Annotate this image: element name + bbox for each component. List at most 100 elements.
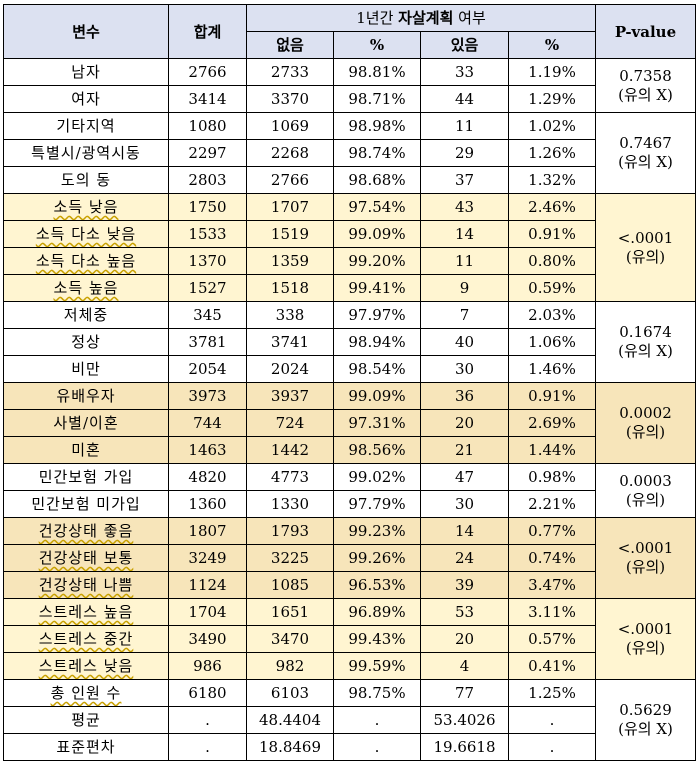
pvalue-cell: 0.1674 (유의 X) xyxy=(595,301,696,383)
pvalue-significance: (유의) xyxy=(625,490,666,509)
cell-no-pct: 99.09% xyxy=(333,382,421,410)
header-yes: 있음 xyxy=(420,31,509,59)
row-label: 스트레스 중간 xyxy=(3,625,169,653)
row-label: 미혼 xyxy=(3,436,169,464)
cell-yes: 30 xyxy=(420,355,509,383)
row-label: 소득 다소 낮음 xyxy=(3,220,169,248)
table-row: 민간보험 미가입 1360 1330 97.79% 30 2.21% xyxy=(3,490,696,518)
cell-no-pct: 97.54% xyxy=(333,193,421,221)
cell-no-pct: 98.94% xyxy=(333,328,421,356)
pvalue-significance: (유의) xyxy=(625,247,666,266)
cell-yes-pct: 1.46% xyxy=(508,355,596,383)
cell-yes: 14 xyxy=(420,220,509,248)
cell-yes-pct: . xyxy=(508,706,596,734)
row-label: 남자 xyxy=(3,58,169,86)
row-label: 도의 동 xyxy=(3,166,169,194)
cell-no: 3741 xyxy=(246,328,334,356)
row-label: 비만 xyxy=(3,355,169,383)
cell-no-pct: 97.79% xyxy=(333,490,421,518)
header-group-prefix: 1년간 xyxy=(356,9,399,27)
cell-total: . xyxy=(168,733,247,761)
cell-no: 3370 xyxy=(246,85,334,113)
cell-no: 1793 xyxy=(246,517,334,545)
cell-yes-pct: 1.06% xyxy=(508,328,596,356)
cell-total: 4820 xyxy=(168,463,247,491)
cell-no-pct: 99.41% xyxy=(333,274,421,302)
table-row: 특별시/광역시동 2297 2268 98.74% 29 1.26% xyxy=(3,139,696,167)
row-label: 표준편차 xyxy=(3,733,169,761)
table-row: 미혼 1463 1442 98.56% 21 1.44% xyxy=(3,436,696,464)
row-label: 소득 높음 xyxy=(3,274,169,302)
cell-no: 1519 xyxy=(246,220,334,248)
cell-yes: 29 xyxy=(420,139,509,167)
cell-total: 1527 xyxy=(168,274,247,302)
cell-total: 744 xyxy=(168,409,247,437)
row-label: 평균 xyxy=(3,706,169,734)
cell-no-pct: 99.02% xyxy=(333,463,421,491)
cell-no: 6103 xyxy=(246,679,334,707)
cell-yes-pct: 0.91% xyxy=(508,382,596,410)
cell-no-pct: 98.68% xyxy=(333,166,421,194)
table-row: 소득 다소 낮음 1533 1519 99.09% 14 0.91% xyxy=(3,220,696,248)
cell-yes: 20 xyxy=(420,625,509,653)
cell-yes-pct: . xyxy=(508,733,596,761)
cell-no: 1707 xyxy=(246,193,334,221)
cell-no: 982 xyxy=(246,652,334,680)
cell-yes: 44 xyxy=(420,85,509,113)
cell-yes: 53 xyxy=(420,598,509,626)
cell-no-pct: 98.81% xyxy=(333,58,421,86)
table-row: 소득 다소 높음 1370 1359 99.20% 11 0.80% xyxy=(3,247,696,275)
row-label: 민간보험 미가입 xyxy=(3,490,169,518)
cell-yes: 21 xyxy=(420,436,509,464)
cell-yes: 43 xyxy=(420,193,509,221)
pvalue-number: <.0001 xyxy=(617,539,674,557)
cell-no: 338 xyxy=(246,301,334,329)
table-row: 사별/이혼 744 724 97.31% 20 2.69% xyxy=(3,409,696,437)
cell-no: 724 xyxy=(246,409,334,437)
pvalue-number: <.0001 xyxy=(617,620,674,638)
cell-yes: 14 xyxy=(420,517,509,545)
cell-yes-pct: 1.44% xyxy=(508,436,596,464)
table-row: 건강상태 보통 3249 3225 99.26% 24 0.74% xyxy=(3,544,696,572)
row-label: 스트레스 낮음 xyxy=(3,652,169,680)
row-label: 건강상태 보통 xyxy=(3,544,169,572)
row-label: 저체중 xyxy=(3,301,169,329)
cell-no-pct: 97.97% xyxy=(333,301,421,329)
pvalue-number: 0.0003 xyxy=(619,471,672,490)
row-label: 기타지역 xyxy=(3,112,169,140)
cell-yes-pct: 2.69% xyxy=(508,409,596,437)
cell-yes-pct: 1.29% xyxy=(508,85,596,113)
pvalue-number: <.0001 xyxy=(617,228,674,247)
cell-no: 1651 xyxy=(246,598,334,626)
cell-total: 3490 xyxy=(168,625,247,653)
cell-yes-pct: 1.19% xyxy=(508,58,596,86)
pvalue-significance: (유의 X) xyxy=(618,342,673,360)
cell-total: 1807 xyxy=(168,517,247,545)
cell-no-pct: . xyxy=(333,706,421,734)
header-pvalue: P-value xyxy=(595,4,696,59)
table-row: 소득 낮음 1750 1707 97.54% 43 2.46% <.0001 (유의) xyxy=(3,193,696,302)
row-label: 특별시/광역시동 xyxy=(3,139,169,167)
cell-yes-pct: 2.03% xyxy=(508,301,596,329)
cell-no-pct: 99.23% xyxy=(333,517,421,545)
pvalue-significance: (유의) xyxy=(625,639,666,657)
cell-yes: 77 xyxy=(420,679,509,707)
row-label: 소득 다소 높음 xyxy=(3,247,169,275)
cell-no-pct: 98.71% xyxy=(333,85,421,113)
table-row: 스트레스 낮음 986 982 99.59% 4 0.41% xyxy=(3,652,696,680)
cell-total: 1704 xyxy=(168,598,247,626)
cell-yes: 7 xyxy=(420,301,509,329)
cell-total: 2803 xyxy=(168,166,247,194)
row-label: 사별/이혼 xyxy=(3,409,169,437)
cell-yes: 30 xyxy=(420,490,509,518)
cell-total: 2054 xyxy=(168,355,247,383)
cell-no-pct: 99.26% xyxy=(333,544,421,572)
cell-no-pct: 98.98% xyxy=(333,112,421,140)
cell-no: 3470 xyxy=(246,625,334,653)
table-row: 비만 2054 2024 98.54% 30 1.46% xyxy=(3,355,696,383)
pvalue-significance: (유의 X) xyxy=(618,720,673,738)
cell-no: 1330 xyxy=(246,490,334,518)
header-total: 합계 xyxy=(168,4,247,59)
cell-yes-pct: 1.02% xyxy=(508,112,596,140)
cell-total: 1360 xyxy=(168,490,247,518)
